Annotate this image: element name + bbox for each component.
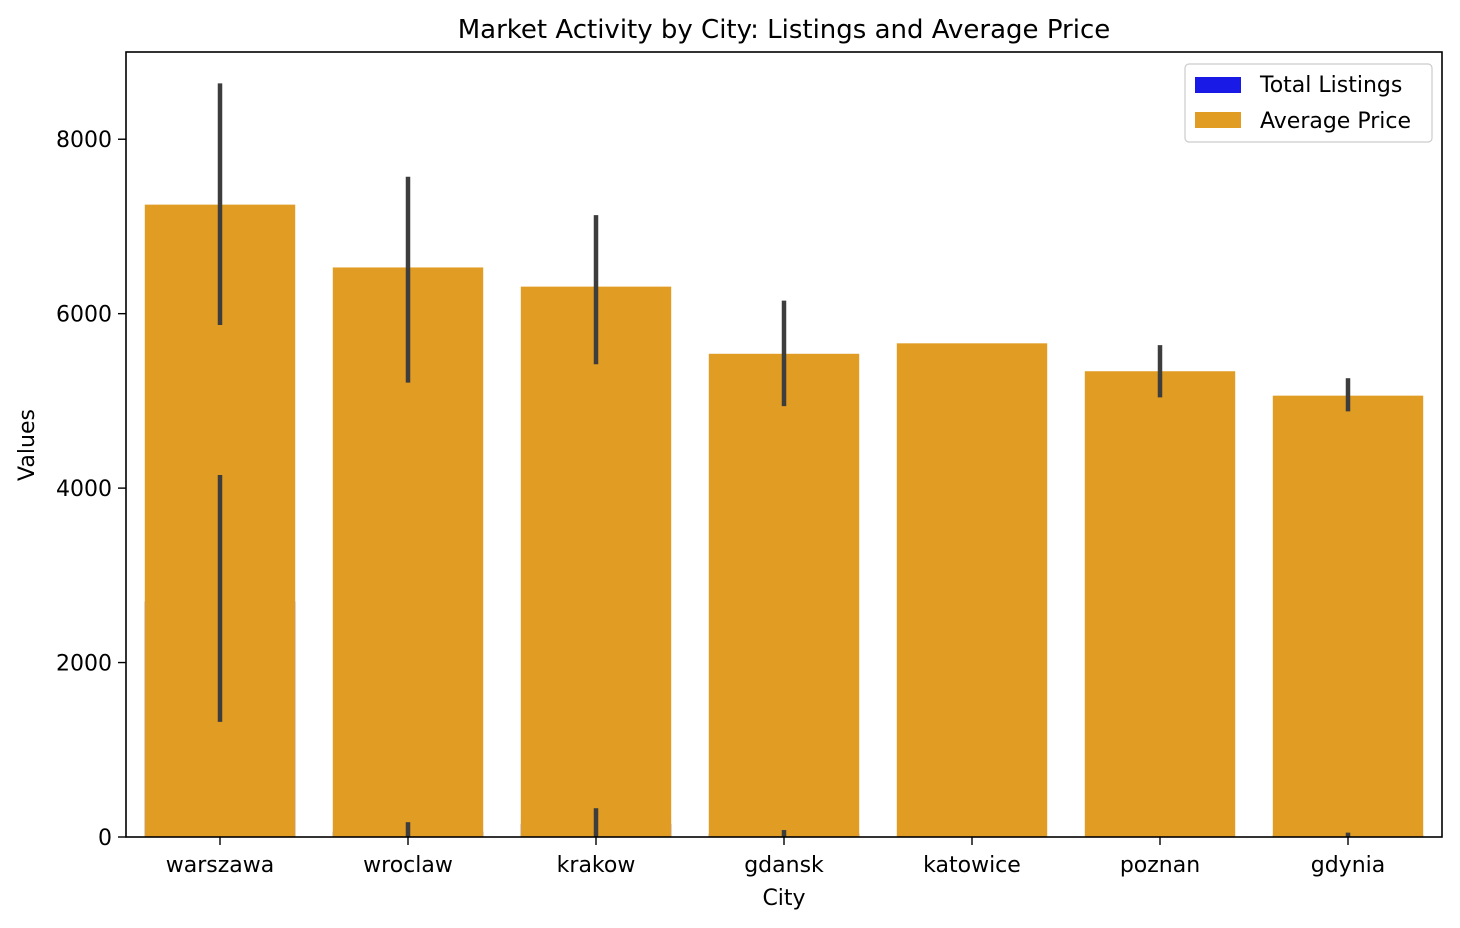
plot-frame <box>125 51 1443 838</box>
bar-average-price-gdansk <box>708 353 860 837</box>
y-tick-label-8000: 8000 <box>56 128 112 153</box>
x-tick-label-gdynia: gdynia <box>1311 853 1386 878</box>
x-tick-label-krakow: krakow <box>557 853 636 878</box>
y-tick-label-6000: 6000 <box>56 303 112 328</box>
legend-label-total-listings: Total Listings <box>1259 73 1402 98</box>
bar-average-price-krakow <box>520 286 672 837</box>
bar-average-price-poznan <box>1084 371 1236 837</box>
x-tick-label-gdansk: gdansk <box>744 853 824 878</box>
legend-box <box>1184 63 1433 143</box>
chart-title: Market Activity by City: Listings and Av… <box>458 15 1111 45</box>
x-axis-label: City <box>762 886 805 911</box>
x-tick-label-warszawa: warszawa <box>166 853 275 878</box>
x-tick-label-poznan: poznan <box>1120 853 1200 878</box>
y-tick-label-4000: 4000 <box>56 477 112 502</box>
y-tick-label-2000: 2000 <box>56 652 112 677</box>
legend: Total Listings Average Price <box>1184 63 1433 143</box>
bar-average-price-gdynia <box>1272 395 1424 837</box>
y-axis-label: Values <box>15 409 40 481</box>
x-tick-label-wroclaw: wroclaw <box>363 853 453 878</box>
legend-swatch-average-price <box>1195 112 1241 128</box>
legend-swatch-total-listings <box>1195 77 1241 93</box>
x-tick-label-katowice: katowice <box>923 853 1021 878</box>
y-tick-label-0: 0 <box>98 826 112 851</box>
legend-label-average-price: Average Price <box>1260 109 1411 134</box>
bar-average-price-katowice <box>896 343 1048 837</box>
